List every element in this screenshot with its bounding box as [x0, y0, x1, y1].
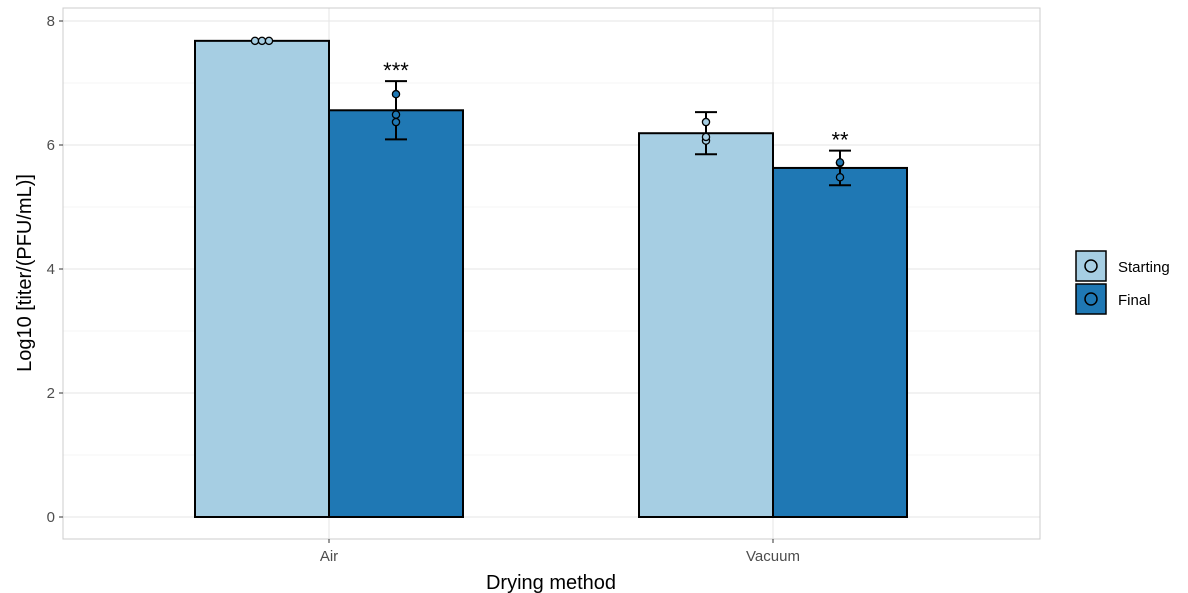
- x-tick-label: Air: [320, 548, 338, 565]
- legend-key-point: [1084, 259, 1098, 273]
- bar: [328, 109, 464, 518]
- y-tick-label: 2: [47, 385, 55, 402]
- data-point: [257, 36, 267, 46]
- x-axis: Air Vacuum: [320, 539, 800, 565]
- legend-label: Starting: [1118, 259, 1170, 276]
- data-point: [835, 172, 845, 182]
- data-point: [391, 89, 401, 99]
- data-point: [391, 117, 401, 127]
- bar: [772, 166, 908, 518]
- y-axis: 0 2 4 6 8: [47, 13, 63, 526]
- y-tick-label: 6: [47, 137, 55, 154]
- data-point: [701, 117, 711, 127]
- data-point: [264, 36, 274, 46]
- significance-label: ***: [383, 58, 409, 83]
- data-point: [391, 110, 401, 119]
- y-tick-label: 4: [47, 261, 55, 278]
- legend-key: [1075, 250, 1107, 282]
- significance-labels: *****: [383, 58, 849, 152]
- data-point: [250, 36, 260, 46]
- data-point: [701, 132, 711, 142]
- legend: Starting Final: [1075, 250, 1170, 315]
- bar: [638, 132, 774, 518]
- y-tick-label: 0: [47, 509, 55, 526]
- legend-key: [1075, 283, 1107, 315]
- legend-label: Final: [1118, 292, 1151, 309]
- plot-panel-border: [62, 7, 1041, 540]
- bar: [194, 39, 330, 519]
- significance-label: **: [831, 128, 849, 153]
- data-points: [250, 36, 845, 182]
- data-point: [835, 158, 845, 167]
- y-tick-label: 8: [47, 13, 55, 30]
- x-tick-label: Vacuum: [746, 548, 800, 565]
- bars: [194, 39, 908, 519]
- x-axis-title: Drying method: [486, 572, 616, 593]
- y-axis-title: Log10 [titer/(PFU/mL)]: [14, 174, 36, 372]
- legend-key-point: [1084, 292, 1098, 306]
